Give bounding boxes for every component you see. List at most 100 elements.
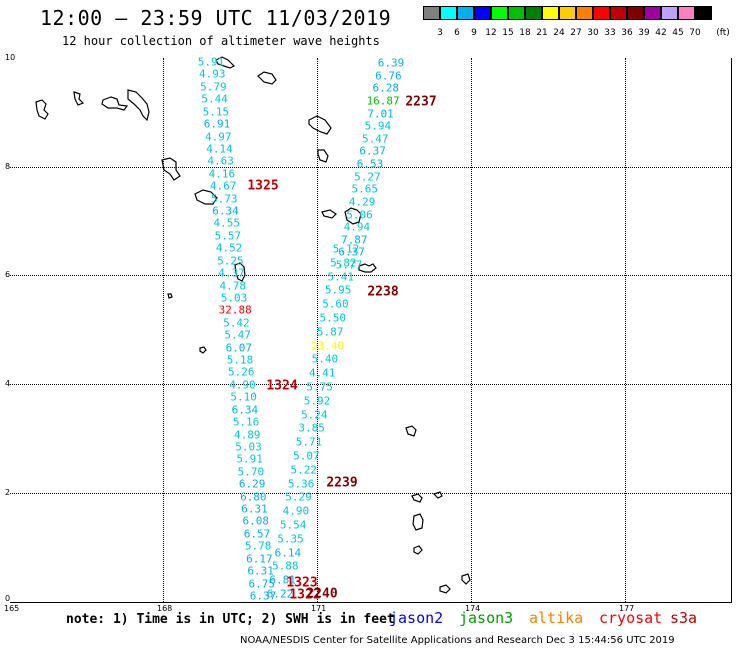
- y-tick-label: 2: [5, 488, 11, 497]
- wave-height-label: 6.37: [338, 245, 365, 259]
- pass-time-label: 2238: [367, 284, 399, 300]
- island-outline: [308, 115, 332, 135]
- wave-height-label: 6.91: [203, 117, 231, 131]
- colorbar-label: 3: [437, 28, 443, 38]
- legend-item-s3a: s3a: [670, 609, 698, 627]
- pass-time-label: 2237: [405, 94, 437, 110]
- colorbar-swatch: [678, 6, 695, 20]
- grid-line-lat-2: [10, 493, 731, 494]
- x-tick-label: 174: [465, 604, 481, 613]
- wave-height-label: 5.18: [226, 353, 254, 367]
- legend-item-jason2: jason2: [389, 609, 444, 627]
- pass-time-label: 1323: [286, 575, 318, 591]
- wave-height-label: 5.88: [272, 559, 299, 573]
- wave-height-label: 5.92: [303, 394, 331, 408]
- wave-height-label: 5.70: [237, 465, 265, 479]
- wave-height-label: 5.10: [230, 390, 257, 404]
- wave-height-label: 5.22: [290, 463, 318, 477]
- island-outline: [199, 346, 207, 354]
- pass-time-label: 2240: [306, 586, 338, 602]
- grid-line-lon-177: [625, 58, 626, 602]
- wave-height-label: 5.78: [244, 539, 272, 553]
- island-outline: [257, 71, 277, 85]
- wave-height-label: 6.76: [375, 69, 402, 83]
- island-outline: [412, 513, 424, 531]
- grid-line-lat-8: [10, 167, 731, 168]
- wave-height-label: 6.07: [225, 341, 253, 355]
- colorbar-swatch: [423, 6, 440, 20]
- wave-height-label: 5.40: [311, 352, 339, 366]
- island-outline: [167, 293, 173, 299]
- wave-height-label: 6.34: [212, 204, 239, 218]
- wave-height-label: 5.91: [197, 55, 225, 69]
- wave-height-label: 5.03: [220, 291, 248, 305]
- colorbar-label: 27: [570, 28, 582, 38]
- wave-height-label: 5.94: [364, 119, 392, 133]
- island-outline: [73, 91, 85, 106]
- wave-height-label: 5.29: [285, 490, 312, 504]
- wave-height-label: 5.36: [287, 477, 315, 491]
- colorbar-swatch: [610, 6, 627, 20]
- page-subtitle: 12 hour collection of altimeter wave hei…: [62, 34, 380, 48]
- wave-height-label: 5.95: [324, 283, 352, 297]
- wave-height-label: 4.89: [234, 428, 261, 442]
- colorbar-swatch: [542, 6, 559, 20]
- colorbar-swatch: [440, 6, 457, 20]
- page-title: 12:00 – 23:59 UTC 11/03/2019: [40, 6, 392, 30]
- colorbar-swatch: [593, 6, 610, 20]
- wave-height-label: 16.87: [366, 94, 400, 108]
- wave-height-label: 6.31: [247, 564, 274, 578]
- wave-height-label: 5.41: [327, 270, 354, 284]
- grid-line-lat-6: [10, 275, 731, 276]
- wave-height-label: 23.40: [310, 339, 345, 353]
- wave-height-label: 6.22: [266, 587, 294, 601]
- y-tick-label: 4: [5, 379, 11, 388]
- grid-line-lon-171: [317, 58, 318, 602]
- colorbar-swatch: [525, 6, 542, 20]
- y-tick-label: 0: [5, 594, 11, 603]
- island-outline: [194, 189, 218, 205]
- footnote: note: 1) Time is in UTC; 2) SWH is in fe…: [66, 612, 395, 627]
- wave-height-label: 5.82: [330, 256, 357, 270]
- colorbar-swatch: [457, 6, 474, 20]
- wave-height-label: 6.08: [242, 514, 269, 528]
- wave-height-label: 4.55: [213, 216, 240, 230]
- plot-frame: [10, 58, 732, 603]
- wave-height-label: 5.60: [322, 297, 349, 311]
- y-tick-label: 6: [5, 270, 11, 279]
- colorbar-swatch: [644, 6, 661, 20]
- wave-height-label: 4.29: [348, 195, 376, 209]
- island-outline: [215, 56, 236, 69]
- island-outline: [411, 493, 423, 503]
- wave-height-label: 4.78: [219, 279, 247, 293]
- wave-height-label: 3.85: [298, 421, 325, 435]
- island-outline: [344, 207, 362, 225]
- wave-height-label: 6.34: [231, 403, 259, 417]
- grid-line-lon-168: [163, 58, 164, 602]
- wave-height-label: 5.27: [354, 170, 381, 184]
- wave-height-label: 5.26: [227, 365, 255, 379]
- colorbar-swatch: [627, 6, 644, 20]
- wave-height-label: 5.73: [211, 192, 238, 206]
- wave-height-label: 4.90: [282, 504, 310, 518]
- x-tick-label: 177: [619, 604, 635, 613]
- legend-item-jason3: jason3: [459, 609, 514, 627]
- wave-height-label: 4.14: [206, 142, 233, 156]
- wave-height-label: 5.07: [293, 449, 320, 463]
- colorbar-swatch: [576, 6, 593, 20]
- island-outline: [321, 209, 337, 219]
- island-outline: [35, 99, 49, 120]
- wave-height-label: 4.41: [308, 366, 336, 380]
- colorbar-label: 42: [655, 28, 667, 38]
- wave-height-label: 5.42: [223, 316, 250, 330]
- wave-height-label: 5.75: [306, 380, 333, 394]
- wave-height-label: 32.88: [218, 303, 252, 317]
- wave-height-label: 5.57: [214, 229, 242, 243]
- grid-line-lon-174: [471, 58, 472, 602]
- colorbar-swatch: [474, 6, 491, 20]
- colorbar-swatch: [508, 6, 525, 20]
- island-outline: [234, 262, 246, 282]
- wave-height-label: 6.14: [274, 546, 302, 560]
- island-outline: [432, 491, 443, 499]
